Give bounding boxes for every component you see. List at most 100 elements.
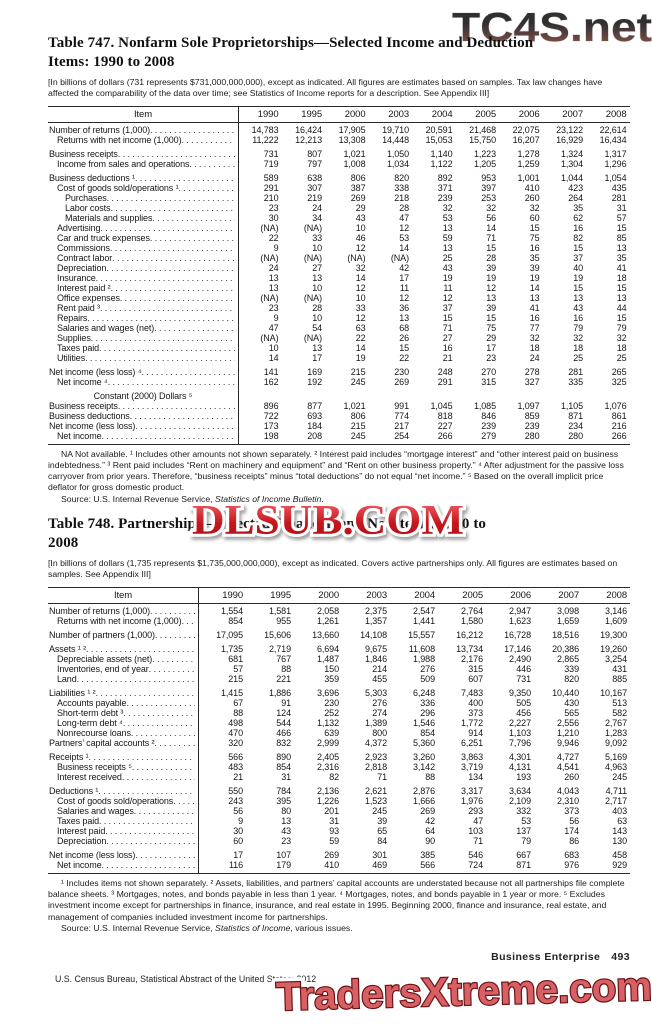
table-row: Deductions ¹ 550 784 2,136 2,621 2,876 3,317 3,… [48, 786, 630, 796]
value-cell: 291 [437, 376, 453, 387]
value-cell: 15 [573, 282, 583, 293]
row-label: Business deductions [48, 411, 238, 421]
column-header-year: 2000 [344, 108, 366, 120]
value-cell: 16 [529, 312, 540, 323]
value-cell: 13,734 [456, 643, 483, 654]
table-row: Supplies (NA) (NA) 22 26 27 29 32 32 32 [48, 333, 630, 343]
table-row: Liabilities ¹ ² 1,415 1,886 3,696 5,303 6,248… [48, 688, 630, 698]
dot-leader [96, 273, 235, 283]
value-cell: 1,021 [343, 400, 366, 411]
value-cell: 23 [268, 302, 279, 313]
dot-leader [112, 253, 235, 263]
value-cell: 2,999 [316, 737, 339, 748]
value-cell: 28 [312, 302, 322, 313]
table-row: Accounts payable 67 91 230 276 336 400 505 430 51… [48, 698, 630, 708]
column-header-year: 2005 [462, 589, 483, 601]
table-row: Commissions 9 10 12 14 13 15 16 15 13 [48, 243, 630, 253]
row-label: Net income (less loss) ⁴ [48, 367, 238, 377]
value-cell: 19 [442, 272, 453, 283]
value-cell: 10 [355, 222, 366, 233]
value-cell: 12 [355, 282, 366, 293]
row-label: Partners’ capital accounts ² [48, 738, 198, 748]
value-cell: 1,085 [473, 400, 496, 411]
value-cell: 174 [564, 825, 579, 836]
value-cell: 56 [569, 815, 579, 826]
value-cell: 359 [324, 673, 339, 684]
row-label: Business receipts [48, 401, 238, 411]
value-cell: 15 [616, 312, 627, 323]
value-cell: 667 [516, 849, 531, 860]
value-cell: 173 [263, 420, 279, 431]
value-cell: 15 [616, 282, 627, 293]
value-cell: 15,750 [469, 134, 496, 145]
row-label: Contract labor [48, 253, 238, 263]
row-label: Liabilities ¹ ² [48, 688, 198, 698]
value-cell: 1,278 [517, 148, 540, 159]
value-cell: 1,304 [560, 158, 583, 169]
value-cell: 13 [616, 242, 627, 253]
value-cell: 53 [399, 232, 409, 243]
value-cell: 291 [263, 182, 279, 193]
dot-leader [118, 149, 235, 159]
value-cell: 498 [228, 717, 243, 728]
value-cell: 332 [516, 805, 531, 816]
value-cell: 22,075 [512, 124, 540, 135]
table-row: Number of partners (1,000) 17,095 15,606 13… [48, 630, 630, 640]
value-cell: 47 [473, 815, 483, 826]
table-row: Net income (less loss) 17 107 269 301 385 546 6… [48, 850, 630, 860]
table-747-footnotes: NA Not available. ¹ Includes other amoun… [48, 449, 630, 505]
dot-leader [108, 377, 235, 387]
value-cell: 35 [529, 252, 540, 263]
value-cell: 23 [268, 202, 279, 213]
row-label: Number of returns (1,000) [48, 125, 238, 135]
value-cell: 32 [529, 202, 540, 213]
value-cell: 16,212 [456, 629, 483, 640]
value-cell: 239 [524, 420, 540, 431]
dot-leader [122, 772, 195, 782]
row-label: Depreciation [48, 263, 238, 273]
value-cell: 1,988 [412, 653, 435, 664]
value-cell: 4,711 [605, 785, 627, 796]
value-cell: 3,696 [316, 687, 339, 698]
value-cell: 13 [486, 292, 496, 303]
row-label: Short-term debt ³ [48, 708, 198, 718]
dot-leader [100, 223, 235, 233]
value-cell: 914 [468, 727, 483, 738]
value-cell: 607 [468, 673, 483, 684]
value-cell: 513 [612, 697, 627, 708]
value-cell: 28 [486, 252, 496, 263]
value-cell: 41 [529, 302, 540, 313]
value-cell: 3,634 [508, 785, 531, 796]
value-cell: 75 [486, 322, 496, 333]
value-cell: 14,783 [251, 124, 279, 135]
value-cell: 2,876 [412, 785, 435, 796]
value-cell: 1,283 [604, 727, 627, 738]
row-label: Returns with net income (1,000) [48, 616, 198, 626]
value-cell: 565 [564, 707, 579, 718]
value-cell: 13 [268, 272, 279, 283]
value-cell: 269 [420, 805, 435, 816]
dot-leader [98, 786, 195, 796]
value-cell: 56 [486, 212, 496, 223]
value-cell: 2,621 [364, 785, 387, 796]
value-cell: 892 [437, 172, 453, 183]
value-cell: 293 [468, 805, 483, 816]
table-row: Depreciation 60 23 59 84 90 71 79 86 130 [48, 836, 630, 846]
column-header-year: 2000 [318, 589, 339, 601]
value-cell: 245 [350, 376, 366, 387]
value-cell: 10 [312, 312, 322, 323]
value-cell: 10 [312, 282, 322, 293]
value-cell: 31 [329, 815, 339, 826]
value-cell: (NA) [260, 332, 279, 343]
value-cell: 141 [263, 366, 279, 377]
value-cell: 22 [355, 332, 366, 343]
value-cell: 1,772 [460, 717, 483, 728]
value-cell: 260 [524, 192, 540, 203]
value-cell: 9 [273, 312, 279, 323]
value-cell: 43 [281, 825, 291, 836]
row-label: Accounts payable [48, 698, 198, 708]
value-cell: 248 [437, 366, 453, 377]
value-cell: 39 [486, 262, 496, 273]
value-cell: 215 [350, 366, 366, 377]
